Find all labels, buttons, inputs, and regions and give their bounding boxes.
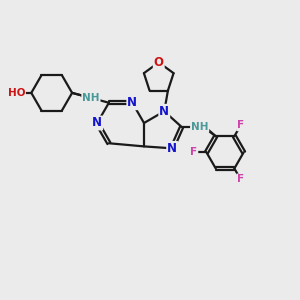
Text: F: F [237, 174, 244, 184]
Text: N: N [167, 142, 177, 155]
Text: HO: HO [8, 88, 25, 98]
Text: F: F [237, 120, 244, 130]
Text: NH: NH [82, 93, 100, 103]
Text: N: N [127, 96, 137, 109]
Text: N: N [92, 116, 102, 130]
Text: N: N [159, 105, 169, 118]
Text: NH: NH [191, 122, 208, 132]
Text: O: O [154, 56, 164, 69]
Text: F: F [190, 147, 197, 158]
